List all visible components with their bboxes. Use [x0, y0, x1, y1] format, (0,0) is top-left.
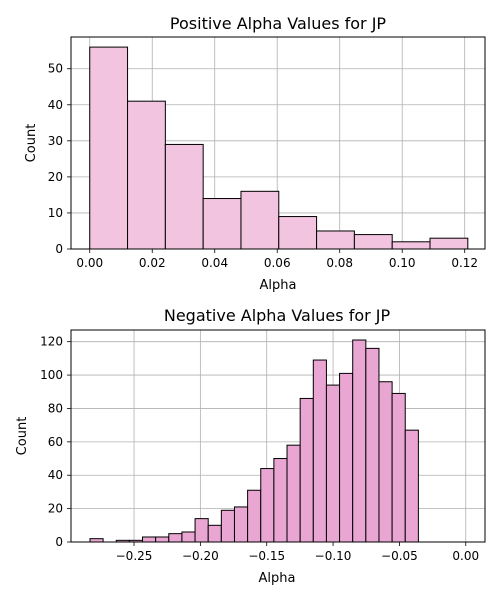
histogram-bar	[220, 509, 235, 543]
histogram-bar	[202, 198, 242, 250]
chart-positive-alpha: Positive Alpha Values for JP 0.00 0.02 0.0…	[24, 14, 486, 293]
histogram-bar	[339, 372, 354, 543]
histogram-bar	[207, 524, 222, 543]
histogram-bar	[278, 216, 318, 250]
x-tick-label: −0.05	[381, 549, 418, 563]
y-tick-label: 50	[48, 62, 63, 76]
y-tick-label: 20	[48, 502, 63, 516]
histogram-bar	[89, 538, 104, 543]
x-tick-label: 0.08	[326, 256, 353, 270]
x-tick-label: −0.10	[315, 549, 352, 563]
histogram-bar	[365, 347, 380, 543]
histogram-bar	[299, 397, 314, 543]
histogram-bar	[429, 237, 469, 250]
histogram-bar	[273, 458, 288, 543]
y-tick-label: 120	[40, 335, 63, 349]
histogram-bar	[240, 190, 280, 250]
x-axis-label: Alpha	[259, 571, 296, 586]
x-tick-label: 0.06	[264, 256, 291, 270]
y-tick-label: 0	[55, 242, 63, 256]
x-tick-label: 0.12	[451, 256, 478, 270]
chart-negative-alpha: Negative Alpha Values for JP −0.25 −0.20−…	[15, 306, 486, 586]
x-tick-label: −0.15	[248, 549, 285, 563]
y-tick-label: 60	[48, 435, 63, 449]
histogram-bar	[142, 536, 157, 543]
histogram-bars	[89, 46, 469, 250]
histogram-bar	[194, 518, 209, 543]
x-tick-label: 0.02	[139, 256, 166, 270]
histogram-bar	[286, 444, 301, 543]
y-axis-label: Count	[15, 417, 30, 456]
histogram-bar	[247, 489, 262, 543]
histogram-bar	[391, 392, 406, 543]
histogram-bar	[352, 339, 367, 543]
y-ticks: 0 10 20 30 40 50	[48, 62, 71, 256]
histogram-bar	[164, 143, 204, 250]
histogram-bar	[316, 230, 355, 250]
histogram-bar	[325, 384, 341, 543]
histogram-bar	[89, 46, 129, 250]
x-tick-label: 0.04	[201, 256, 228, 270]
chart-title: Positive Alpha Values for JP	[170, 14, 387, 33]
y-tick-label: 80	[48, 401, 63, 415]
histogram-bar	[353, 234, 393, 250]
histogram-bar	[312, 359, 327, 543]
y-axis-label: Count	[24, 124, 39, 163]
x-ticks: −0.25 −0.20 −0.15 −0.10 −0.05 0.00	[116, 542, 479, 563]
axes-frame	[70, 329, 486, 543]
x-tick-label: 0.00	[452, 549, 479, 563]
y-tick-label: 20	[48, 170, 63, 184]
y-ticks: 0 20 40 60 80 100 120	[40, 335, 71, 549]
histogram-bar	[391, 241, 431, 250]
x-tick-label: −0.20	[182, 549, 219, 563]
x-tick-label: 0.10	[389, 256, 416, 270]
y-tick-label: 40	[48, 468, 63, 482]
y-tick-label: 30	[48, 134, 63, 148]
histogram-bar	[233, 506, 249, 543]
axes-frame	[70, 36, 486, 250]
histogram-bar	[168, 533, 183, 543]
histogram-bar	[181, 531, 196, 543]
y-tick-label: 100	[40, 368, 63, 382]
x-tick-label: −0.25	[116, 549, 153, 563]
histogram-bars	[89, 339, 419, 543]
x-ticks: 0.00 0.02 0.04 0.06 0.08 0.10 0.12	[76, 249, 478, 270]
y-tick-label: 0	[55, 535, 63, 549]
histogram-bar	[404, 429, 419, 543]
histogram-bar	[378, 381, 393, 543]
histogram-bar	[127, 100, 166, 250]
y-tick-label: 40	[48, 98, 63, 112]
histogram-bar	[260, 468, 275, 543]
chart-title: Negative Alpha Values for JP	[164, 306, 391, 325]
y-tick-label: 10	[48, 206, 63, 220]
histogram-bar	[155, 536, 170, 543]
x-tick-label: 0.00	[76, 256, 103, 270]
x-axis-label: Alpha	[260, 278, 297, 293]
